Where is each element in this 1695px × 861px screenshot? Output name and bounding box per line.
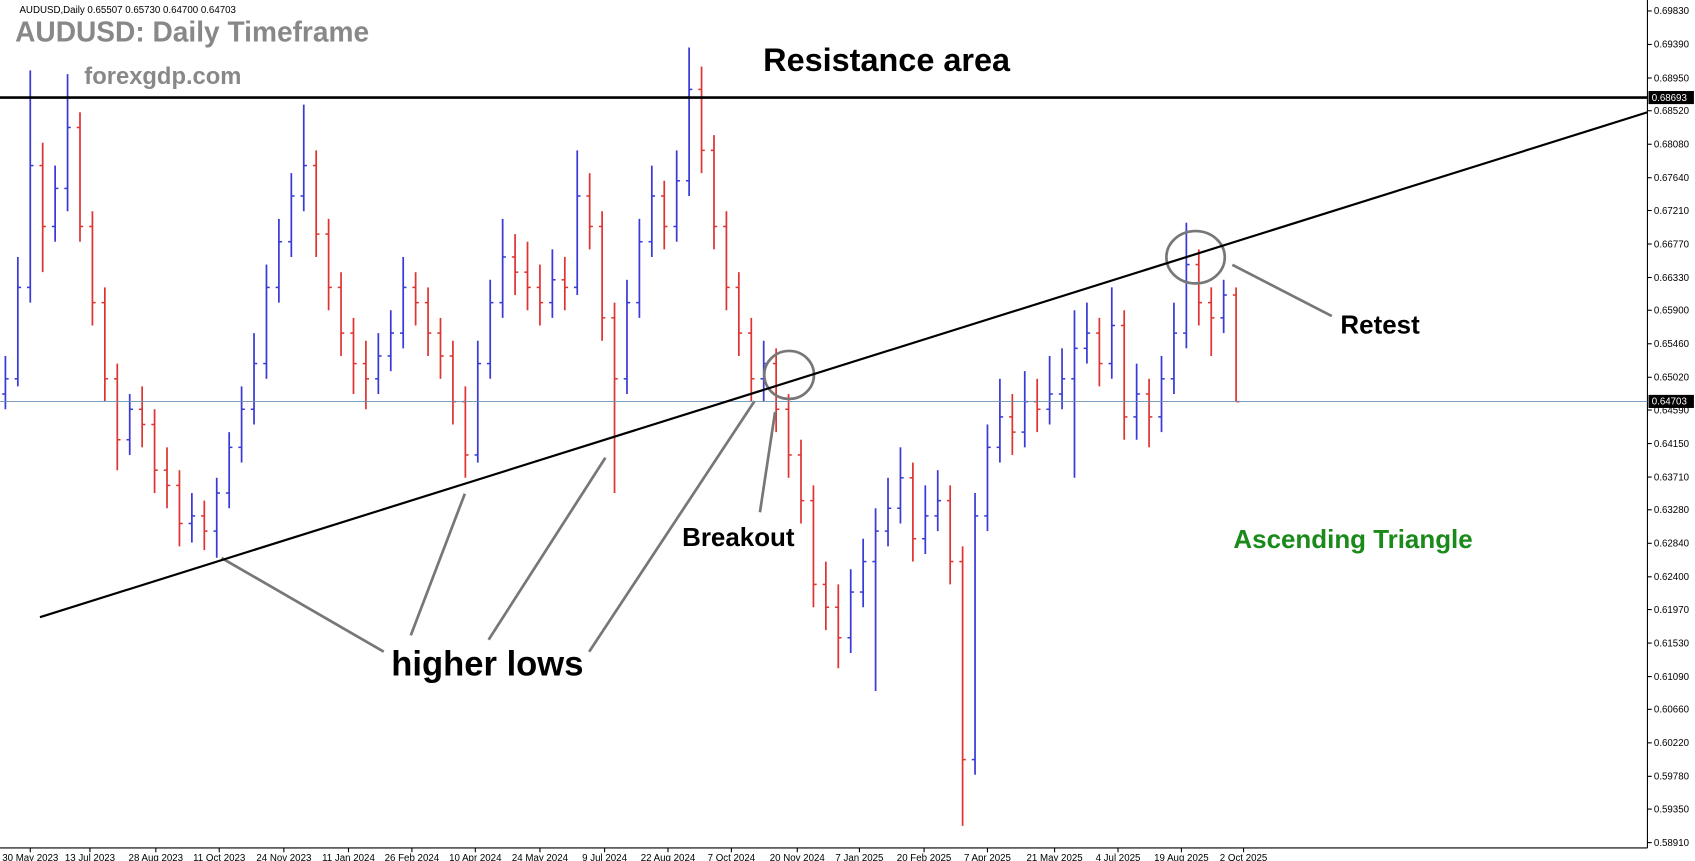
- x-tick-label: 20 Nov 2024: [770, 853, 826, 861]
- pointer: [1231, 263, 1333, 318]
- pointer: [220, 556, 385, 653]
- resistance-label: 0.68693: [1652, 93, 1687, 104]
- y-tick-label: 0.64150: [1654, 439, 1690, 450]
- y-tick-label: 0.62400: [1654, 572, 1690, 583]
- y-tick-label: 0.68520: [1654, 106, 1690, 117]
- x-tick-label: 20 Feb 2025: [897, 853, 952, 861]
- x-tick-label: 21 May 2025: [1027, 853, 1084, 861]
- y-tick-label: 0.58910: [1654, 838, 1690, 849]
- current-price-label: 0.64703: [1652, 397, 1687, 408]
- pointer: [588, 400, 756, 653]
- y-tick-label: 0.67640: [1654, 173, 1690, 184]
- symbol-info: AUDUSD,Daily 0.65507 0.65730 0.64700 0.6…: [19, 5, 235, 16]
- y-tick-label: 0.63280: [1654, 505, 1690, 516]
- y-tick-label: 0.60660: [1654, 705, 1690, 716]
- y-tick-label: 0.60220: [1654, 738, 1690, 749]
- y-tick-label: 0.69390: [1654, 40, 1690, 51]
- subtitle: forexgdp.com: [84, 63, 241, 90]
- x-tick-label: 30 May 2023: [2, 853, 58, 861]
- x-tick-label: 19 Aug 2025: [1154, 853, 1209, 861]
- x-tick-label: 9 Jul 2024: [582, 853, 627, 861]
- pointers: [220, 229, 1333, 653]
- x-tick-label: 7 Apr 2025: [964, 853, 1012, 861]
- y-tick-label: 0.63710: [1654, 472, 1690, 483]
- chart-title: AUDUSD: Daily Timeframe: [15, 15, 369, 47]
- x-tick-label: 7 Jan 2025: [835, 853, 884, 861]
- pointer: [487, 457, 607, 641]
- y-tick-label: 0.66770: [1654, 239, 1690, 250]
- annotation: Breakout: [682, 522, 795, 552]
- x-tick-label: 4 Jul 2025: [1096, 853, 1141, 861]
- circle-marker: [1165, 229, 1227, 285]
- y-tick-label: 0.62840: [1654, 539, 1690, 550]
- y-tick-label: 0.66330: [1654, 273, 1690, 284]
- y-tick-label: 0.61970: [1654, 605, 1690, 616]
- pointer: [758, 411, 777, 513]
- annotation: Resistance area: [763, 42, 1011, 78]
- x-tick-label: 24 Nov 2023: [256, 853, 311, 861]
- y-tick-label: 0.65900: [1654, 305, 1690, 316]
- y-tick-label: 0.65020: [1654, 373, 1690, 384]
- y-tick-label: 0.68080: [1654, 139, 1690, 150]
- x-tick-label: 24 May 2024: [512, 853, 569, 861]
- annotation: Retest: [1340, 309, 1420, 339]
- pointer: [409, 493, 467, 636]
- y-tick-label: 0.68950: [1654, 73, 1690, 84]
- x-tick-label: 26 Feb 2024: [385, 853, 440, 861]
- x-tick-label: 11 Oct 2023: [193, 853, 245, 861]
- price-tag: [1648, 394, 1694, 408]
- trendline: [39, 111, 1648, 619]
- x-tick-label: 22 Aug 2024: [641, 853, 696, 861]
- annotation: higher lows: [391, 646, 583, 684]
- y-tick-label: 0.67210: [1654, 206, 1690, 217]
- x-tick-label: 7 Oct 2024: [708, 853, 756, 861]
- plot: [2, 47, 1240, 826]
- x-tick-label: 13 Jul 2023: [65, 853, 115, 861]
- y-tick-label: 0.61090: [1654, 672, 1690, 683]
- x-tick-label: 2 Oct 2025: [1220, 853, 1268, 861]
- x-tick-label: 28 Aug 2023: [129, 853, 184, 861]
- y-tick-label: 0.59350: [1654, 804, 1690, 815]
- price-tag: [1648, 91, 1694, 105]
- y-tick-label: 0.61530: [1654, 638, 1690, 649]
- y-tick-label: 0.64590: [1654, 405, 1690, 416]
- x-tick-label: 10 Apr 2024: [449, 853, 502, 861]
- y-tick-label: 0.59780: [1654, 772, 1690, 783]
- annotation: Ascending Triangle: [1233, 524, 1472, 554]
- y-tick-label: 0.69830: [1654, 6, 1690, 17]
- x-tick-label: 11 Jan 2024: [322, 853, 375, 861]
- y-tick-label: 0.65460: [1654, 339, 1690, 350]
